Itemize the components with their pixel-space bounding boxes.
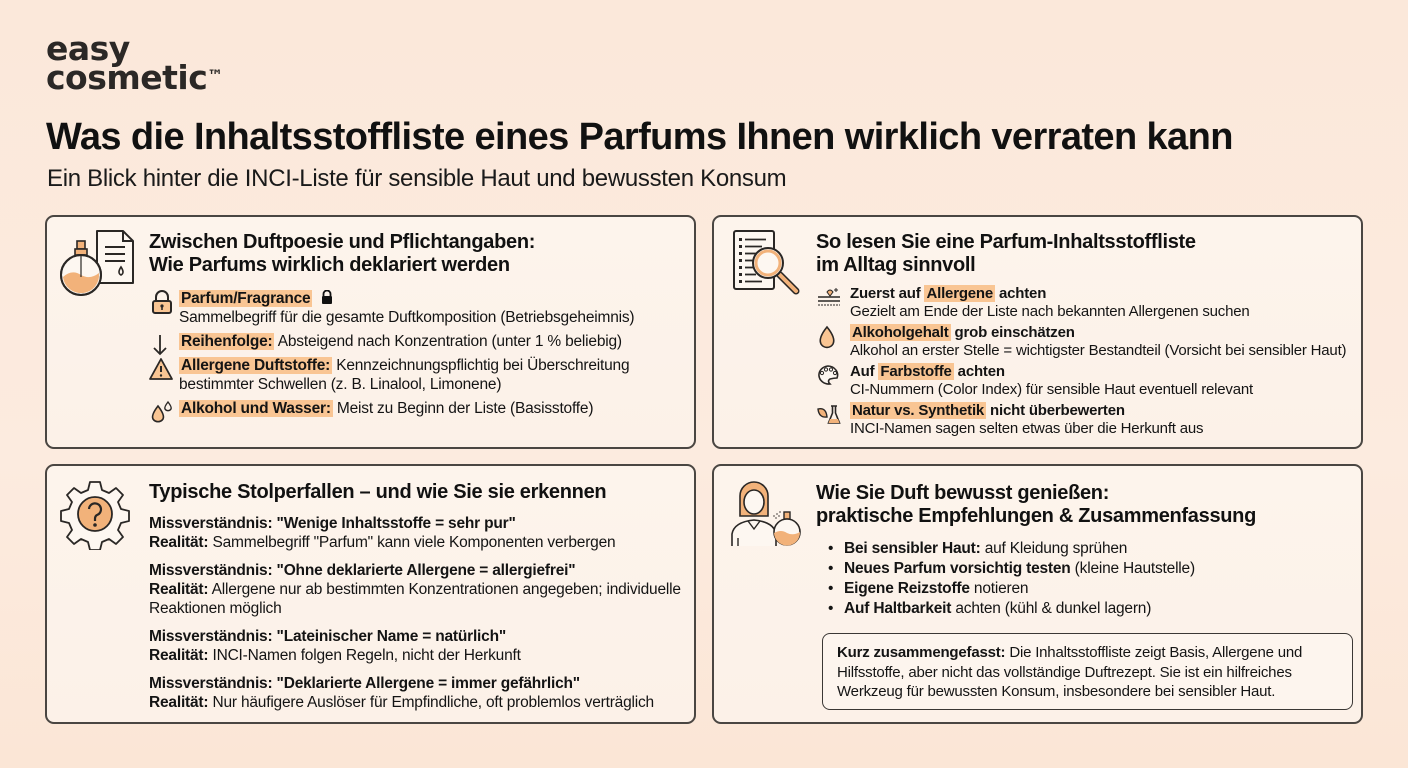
padlock-icon (152, 290, 172, 314)
card-title: So lesen Sie eine Parfum-Inhaltsstofflis… (816, 231, 1196, 276)
list-item: Auf Farbstoffe achten CI-Nummern (Color … (816, 363, 1356, 399)
leaf-flask-icon (817, 405, 841, 424)
arrow-down-icon (153, 335, 167, 356)
myth-reality-pair: Missverständnis: "Ohne deklarierte Aller… (149, 562, 681, 617)
reading-tips-list: Zuerst auf Allergene achten Gezielt am E… (816, 285, 1356, 441)
summary-box: Kurz zusammengefasst: Die Inhaltsstoffli… (822, 633, 1353, 710)
myth-reality-pair: Missverständnis: "Deklarierte Allergene … (149, 675, 654, 711)
drop-icon (819, 325, 835, 349)
warning-icon (149, 358, 173, 380)
perfume-bottle-document-icon (60, 230, 134, 296)
brand-line-1: easy (46, 29, 130, 68)
trademark-symbol: ™ (207, 66, 223, 85)
tips-list: Bei sensibler Haut: auf Kleidung sprühen… (828, 539, 1328, 619)
list-item: Parfum/Fragrance Sammelbegriff für die g… (149, 289, 689, 327)
page-title: Was die Inhaltsstoffliste eines Parfums … (46, 116, 1233, 158)
card-pitfalls: Typische Stolperfallen – und wie Sie sie… (45, 464, 696, 724)
list-item: Alkohol und Wasser: Meist zu Beginn der … (149, 399, 689, 423)
woman-perfume-spray-icon (731, 481, 801, 546)
list-magnifier-icon (733, 230, 800, 295)
brand-line-2: cosmetic (46, 58, 208, 97)
myth-reality-pair: Missverständnis: "Wenige Inhaltsstoffe =… (149, 515, 616, 551)
list-item: Neues Parfum vorsichtig testen (kleine H… (828, 559, 1328, 579)
card-declaration: Zwischen Duftpoesie und Pflichtangaben: … (45, 215, 696, 449)
page-subtitle: Ein Blick hinter die INCI-Liste für sens… (47, 165, 787, 192)
declaration-list: Parfum/Fragrance Sammelbegriff für die g… (149, 289, 689, 423)
list-item: Eigene Reizstoffe notieren (828, 579, 1328, 599)
pitfalls-list: Missverständnis: "Wenige Inhaltsstoffe =… (149, 514, 689, 721)
list-item: Reihenfolge: Absteigend nach Konzentrati… (149, 332, 689, 356)
list-item: Alkoholgehalt grob einschätzen Alkohol a… (816, 324, 1356, 360)
list-item: Bei sensibler Haut: auf Kleidung sprühen (828, 539, 1328, 559)
skin-layers-icon (818, 288, 840, 306)
list-item: Allergene Duftstoffe: Kennzeichnungspfli… (149, 356, 689, 394)
card-title: Wie Sie Duft bewusst genießen: praktisch… (816, 482, 1257, 527)
myth-reality-pair: Missverständnis: "Lateinischer Name = na… (149, 628, 521, 664)
list-item: Natur vs. Synthetik nicht überbewerten I… (816, 402, 1356, 438)
gear-question-icon (60, 481, 130, 550)
card-title: Typische Stolperfallen – und wie Sie sie… (149, 481, 607, 503)
water-drops-icon (151, 400, 172, 423)
card-enjoy-summary: Wie Sie Duft bewusst genießen: praktisch… (712, 464, 1363, 724)
list-item: Auf Haltbarkeit achten (kühl & dunkel la… (828, 599, 1328, 619)
list-item: Zuerst auf Allergene achten Gezielt am E… (816, 285, 1356, 321)
card-title: Zwischen Duftpoesie und Pflichtangaben: … (149, 231, 536, 276)
card-reading-guide: So lesen Sie eine Parfum-Inhaltsstofflis… (712, 215, 1363, 449)
brand-logo: easy cosmetic™ (46, 29, 223, 94)
palette-icon (818, 365, 839, 385)
lock-icon (321, 289, 332, 304)
